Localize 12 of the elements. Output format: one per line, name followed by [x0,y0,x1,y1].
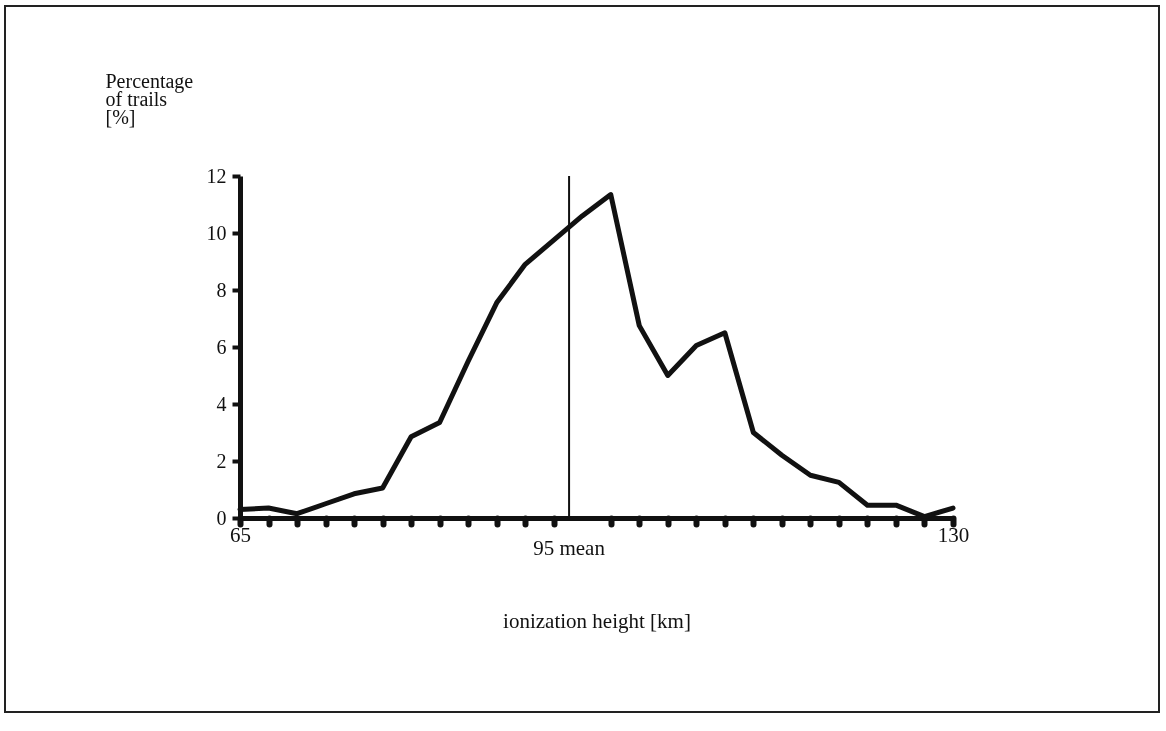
y-tick-label: 4 [216,392,227,415]
y-tick-label: 2 [216,449,227,472]
x-tick-label: 130 [937,522,970,547]
y-tick-label: 8 [216,278,227,301]
y-tick-label: 10 [206,221,227,244]
y-axis-title: Percentage of trails [%] [105,69,194,128]
y-tick-label: 6 [216,335,227,358]
y-tick-label: 12 [206,164,227,187]
y-tick-label: 0 [216,506,227,529]
x-tick-label: 65 [230,522,251,547]
ref-line-label: 95 mean [533,536,606,560]
x-axis-title: ionization height [km] [503,608,691,633]
